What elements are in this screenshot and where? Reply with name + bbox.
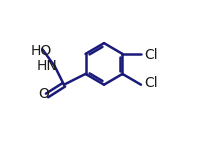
Text: HO: HO	[30, 44, 52, 58]
Text: HN: HN	[37, 59, 58, 73]
Text: Cl: Cl	[144, 76, 158, 90]
Text: Cl: Cl	[144, 49, 158, 62]
Text: O: O	[38, 87, 49, 101]
